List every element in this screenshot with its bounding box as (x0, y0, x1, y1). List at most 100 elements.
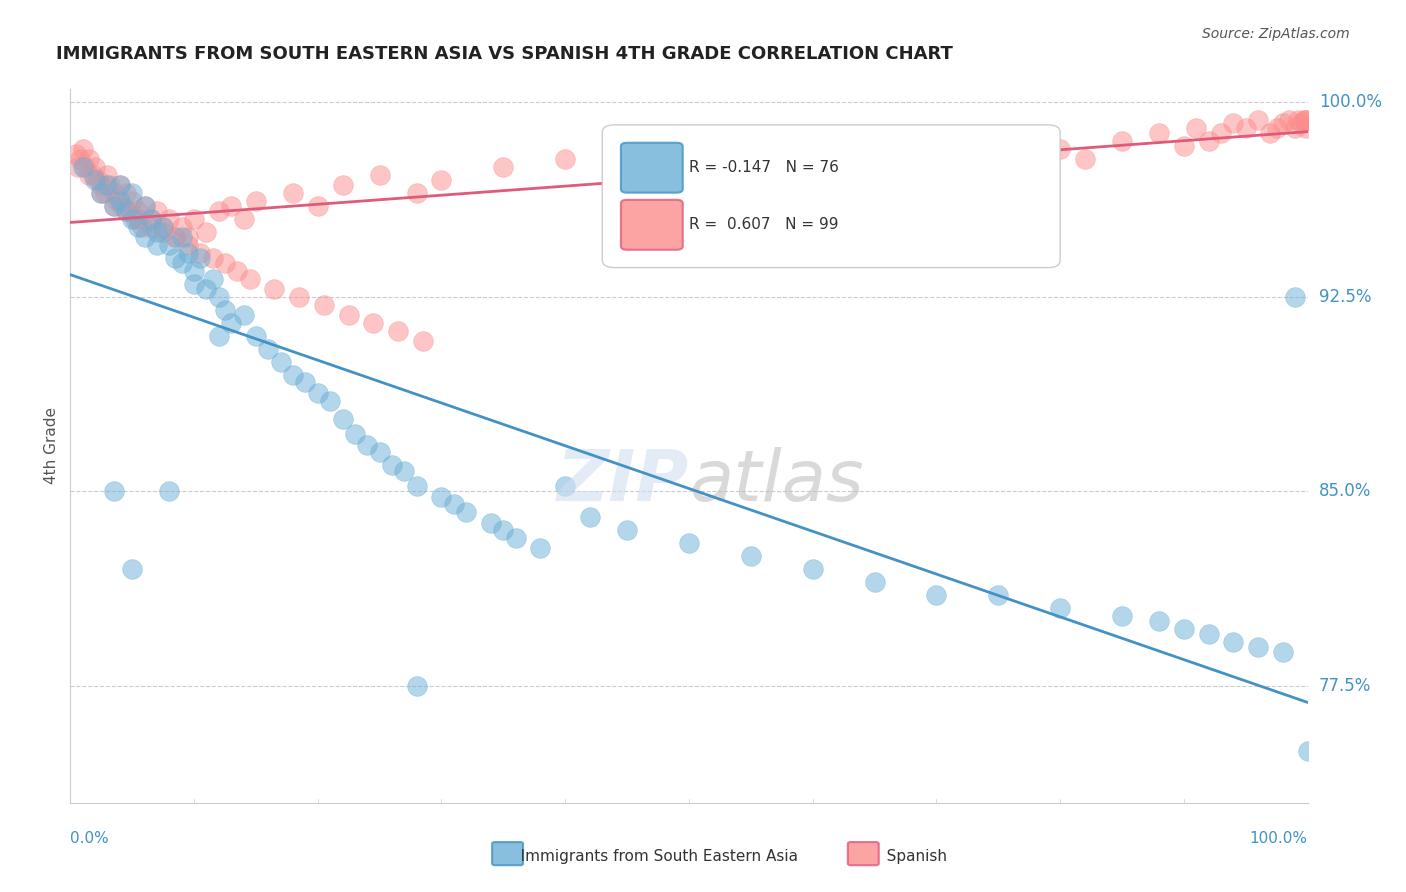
Point (678, 160, 700, 174)
Point (1291, 116, 1313, 130)
Point (96, 168, 118, 182)
Point (103, 199, 125, 213)
Point (208, 204, 231, 219)
Text: atlas: atlas (689, 447, 863, 516)
Point (281, 368, 304, 382)
Point (232, 308, 254, 322)
Point (492, 160, 515, 174)
Point (368, 445, 391, 459)
Point (115, 186, 138, 200)
Point (98, 178, 121, 193)
Point (152, 219, 174, 234)
Point (195, 282, 218, 296)
Point (195, 225, 218, 239)
Point (232, 211, 254, 226)
Point (387, 324, 409, 338)
Point (115, 204, 138, 219)
Point (1284, 121, 1306, 136)
Point (121, 562, 143, 576)
Point (332, 411, 354, 425)
Point (554, 153, 576, 167)
Point (165, 230, 187, 244)
Text: 92.5%: 92.5% (1319, 288, 1371, 306)
Point (84, 160, 107, 174)
Point (1294, 113, 1316, 128)
Point (183, 277, 205, 291)
Point (239, 271, 262, 285)
Text: 77.5%: 77.5% (1319, 677, 1371, 695)
Point (616, 524, 638, 538)
Point (72, 142, 94, 156)
Text: Immigrants from South Eastern Asia: Immigrants from South Eastern Asia (506, 849, 799, 863)
Point (157, 238, 180, 252)
Point (1185, 121, 1208, 136)
Point (90, 186, 112, 200)
Point (281, 186, 304, 200)
Point (900, 153, 922, 167)
Point (368, 168, 391, 182)
Point (72, 160, 94, 174)
Point (332, 178, 354, 193)
Text: R = -0.147   N = 76: R = -0.147 N = 76 (689, 161, 839, 175)
Point (1198, 627, 1220, 641)
Point (121, 194, 143, 208)
Point (208, 328, 231, 343)
Point (405, 186, 427, 200)
Point (554, 479, 576, 493)
Point (183, 211, 205, 226)
Point (170, 219, 193, 234)
Point (337, 308, 360, 322)
Point (188, 245, 211, 260)
Point (801, 142, 824, 156)
FancyBboxPatch shape (848, 842, 879, 865)
Point (678, 536, 700, 550)
Point (1074, 153, 1097, 167)
Point (183, 264, 205, 278)
Point (1286, 113, 1309, 128)
Point (925, 142, 948, 156)
FancyBboxPatch shape (621, 143, 683, 193)
Point (134, 230, 156, 244)
Point (103, 186, 125, 200)
Point (257, 342, 280, 356)
Point (108, 178, 131, 193)
Point (96, 178, 118, 193)
Point (430, 173, 453, 187)
Point (94, 186, 117, 200)
Point (121, 211, 143, 226)
Point (381, 458, 404, 473)
Point (263, 282, 285, 296)
Point (111, 199, 134, 213)
Text: 100.0%: 100.0% (1319, 93, 1382, 112)
Point (1147, 614, 1170, 628)
Point (108, 178, 131, 193)
Point (343, 427, 366, 442)
Point (84, 173, 107, 187)
Point (208, 290, 231, 304)
Point (1296, 744, 1319, 758)
Point (90, 178, 112, 193)
Point (90, 186, 112, 200)
Point (219, 199, 242, 213)
Point (124, 211, 146, 226)
Point (1222, 635, 1244, 649)
Point (105, 194, 128, 208)
Point (245, 194, 267, 208)
Point (1284, 290, 1306, 304)
Point (245, 328, 267, 343)
Point (529, 541, 551, 556)
Point (987, 588, 1010, 602)
Point (356, 438, 378, 452)
Point (863, 575, 886, 590)
Point (226, 264, 249, 278)
Point (492, 524, 515, 538)
Point (827, 160, 849, 174)
Point (65, 147, 87, 161)
Point (66, 160, 89, 174)
Point (157, 211, 180, 226)
Point (307, 199, 329, 213)
Point (950, 160, 973, 174)
Point (201, 271, 224, 285)
Point (82, 168, 104, 182)
Point (1198, 134, 1220, 148)
